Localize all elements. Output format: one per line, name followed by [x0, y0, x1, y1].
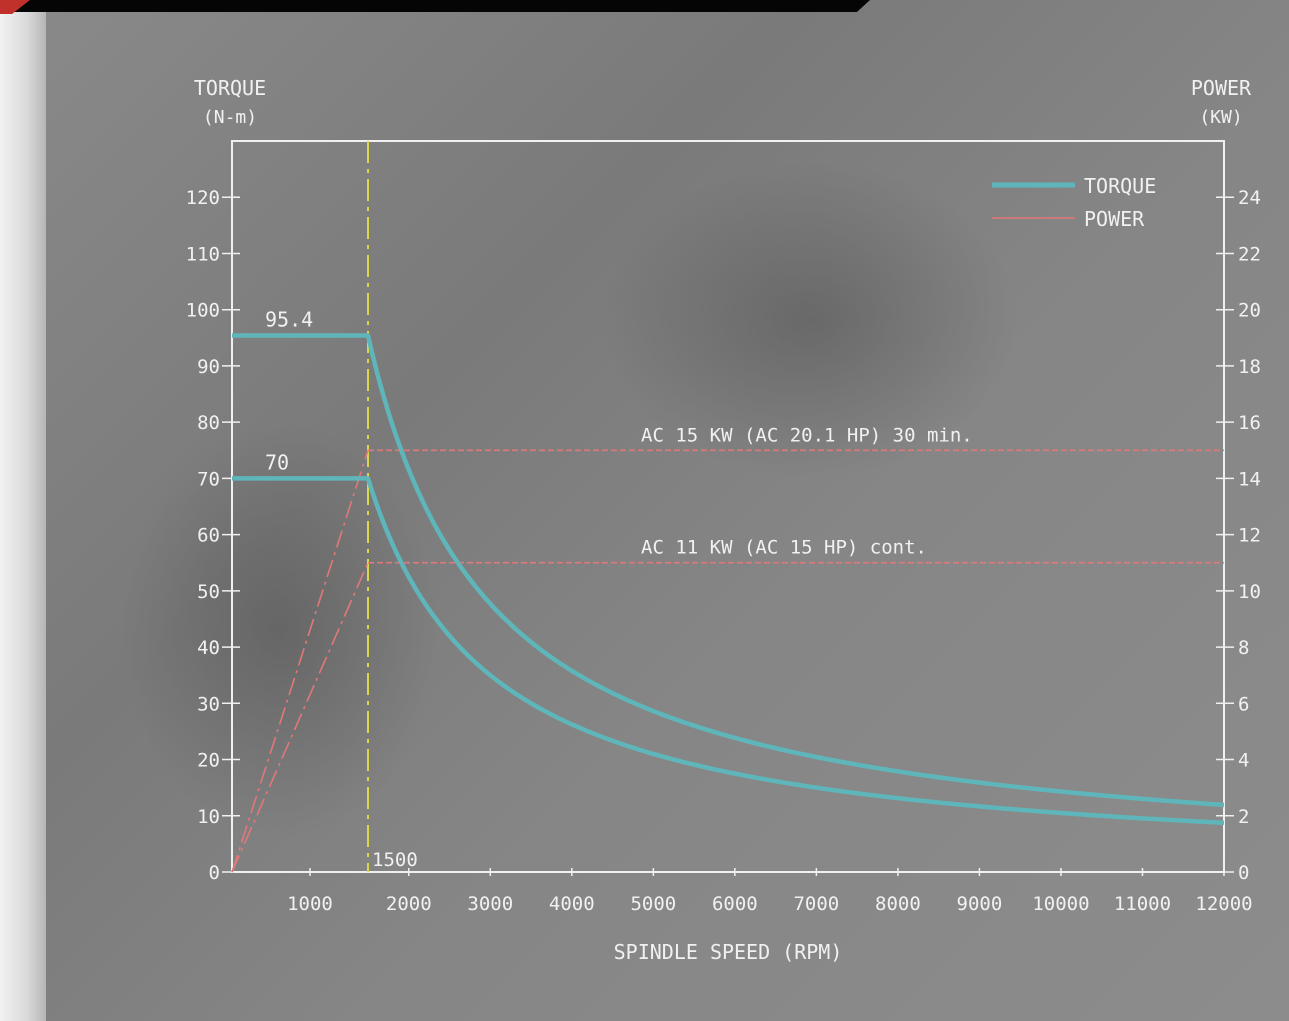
power-annotation: AC 15 KW (AC 20.1 HP) 30 min.: [641, 424, 973, 446]
x-tick-label: 5000: [630, 893, 676, 915]
x-axis-title: SPINDLE SPEED (RPM): [614, 940, 843, 964]
y-right-tick-label: 2: [1238, 806, 1249, 828]
y-right-tick-label: 8: [1238, 637, 1249, 659]
y-left-tick-label: 90: [197, 356, 220, 378]
y-right-tick-label: 10: [1238, 581, 1261, 603]
x-tick-label: 2000: [386, 893, 432, 915]
y-left-tick-label: 10: [197, 806, 220, 828]
y-right-tick-label: 0: [1238, 862, 1249, 884]
y-left-tick-label: 120: [186, 187, 220, 209]
y-left-tick-label: 30: [197, 693, 220, 715]
x-tick-label: 9000: [957, 893, 1003, 915]
left-axis-title-line1: TORQUE: [194, 76, 266, 100]
y-left-tick-label: 50: [197, 581, 220, 603]
power-ramp: [231, 450, 369, 873]
y-left-tick-label: 0: [209, 862, 220, 884]
y-right-tick-label: 20: [1238, 300, 1261, 322]
y-left-tick-label: 80: [197, 412, 220, 434]
legend-power-label: POWER: [1084, 207, 1145, 231]
torque-curve: [232, 333, 1225, 808]
y-right-tick-label: 22: [1238, 243, 1261, 265]
left-axis-title-line2: (N-m): [203, 107, 257, 128]
right-axis-title: POWER (KW): [1191, 76, 1252, 128]
power-ramp: [231, 562, 369, 873]
y-right-tick-label: 18: [1238, 356, 1261, 378]
x-tick-label: 12000: [1195, 893, 1252, 915]
y-right-tick-label: 6: [1238, 693, 1249, 715]
x-tick-label: 11000: [1114, 893, 1171, 915]
y-right-tick-label: 14: [1238, 468, 1261, 490]
torque-value-label: 70: [265, 450, 289, 474]
x-tick-label: 7000: [793, 893, 839, 915]
x-tick-label: 10000: [1032, 893, 1089, 915]
plot-frame: [231, 140, 1225, 873]
x-tick-label: 4000: [549, 893, 595, 915]
background-top-bar: [0, 0, 870, 12]
x-tick-label: 1000: [287, 893, 333, 915]
background-shade: [600, 160, 1020, 480]
y-left-tick-label: 70: [197, 468, 220, 490]
left-axis-title: TORQUE (N-m): [194, 76, 266, 128]
background-left-strip: [0, 0, 46, 1021]
x-tick-label: 8000: [875, 893, 921, 915]
y-right-tick-label: 12: [1238, 525, 1261, 547]
x-tick-label: 6000: [712, 893, 758, 915]
y-right-tick-label: 24: [1238, 187, 1261, 209]
x-tick-label: 3000: [467, 893, 513, 915]
y-left-tick-label: 40: [197, 637, 220, 659]
legend-torque-label: TORQUE: [1084, 174, 1156, 198]
torque-value-label: 95.4: [265, 308, 313, 332]
background-shade: [120, 420, 440, 840]
right-axis-title-line1: POWER: [1191, 76, 1252, 100]
torque-curve: [232, 476, 1225, 826]
power-annotation: AC 11 KW (AC 15 HP) cont.: [641, 537, 927, 559]
chart-marks: 0102030405060708090100110120024681012141…: [186, 141, 1261, 915]
legend: TORQUE POWER: [992, 174, 1156, 231]
y-left-tick-label: 60: [197, 525, 220, 547]
base-speed-label: 1500: [372, 849, 418, 871]
right-axis-title-line2: (KW): [1199, 107, 1242, 128]
y-left-tick-label: 110: [186, 243, 220, 265]
y-right-tick-label: 4: [1238, 750, 1249, 772]
y-right-tick-label: 16: [1238, 412, 1261, 434]
y-left-tick-label: 20: [197, 750, 220, 772]
y-left-tick-label: 100: [186, 300, 220, 322]
